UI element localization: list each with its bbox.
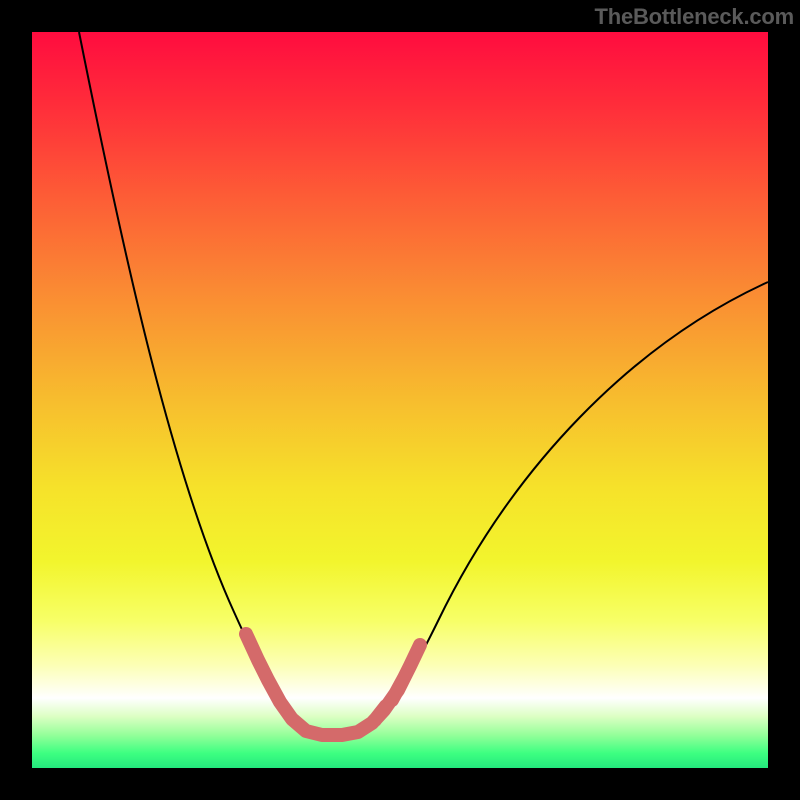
plot-background xyxy=(32,32,768,768)
watermark-text: TheBottleneck.com xyxy=(594,4,794,30)
stage: TheBottleneck.com xyxy=(0,0,800,800)
bottleneck-chart xyxy=(0,0,800,800)
